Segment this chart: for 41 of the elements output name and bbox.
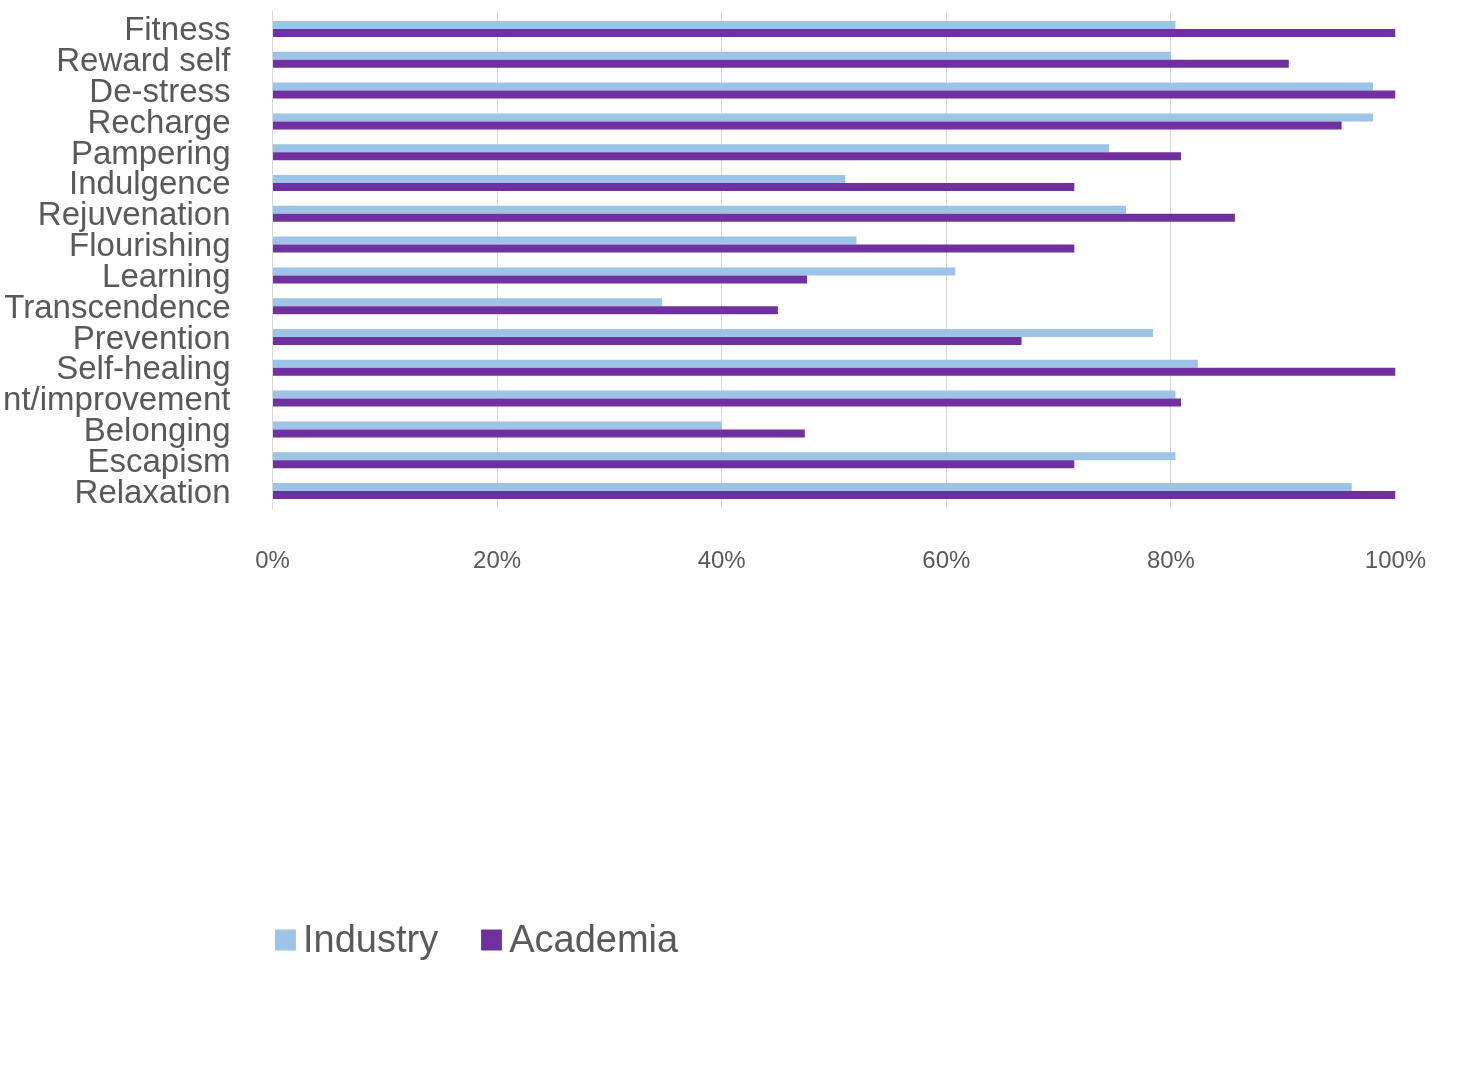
bar <box>272 113 1374 122</box>
x-tick-label: 100% <box>1364 545 1427 573</box>
bar <box>272 452 1176 461</box>
bar <box>272 205 1126 214</box>
bar <box>272 182 1075 191</box>
bar <box>272 337 1022 346</box>
bar <box>272 390 1176 399</box>
bar <box>272 51 1171 60</box>
bar <box>272 298 663 307</box>
bar <box>272 152 1182 161</box>
bar <box>272 244 1075 253</box>
bar <box>272 28 1396 37</box>
bar <box>272 275 808 284</box>
x-tick-label: 40% <box>697 545 746 573</box>
bar <box>272 213 1235 222</box>
bar <box>272 267 956 276</box>
bar <box>272 491 1396 500</box>
x-tick-label: 0% <box>255 545 290 573</box>
legend-label: Industry <box>303 917 439 961</box>
bar <box>272 398 1182 407</box>
bar <box>272 59 1289 68</box>
bar <box>272 306 778 315</box>
bar <box>272 460 1075 469</box>
x-tick-label: 20% <box>473 545 522 573</box>
bar <box>272 483 1352 492</box>
bar <box>272 144 1110 153</box>
bar <box>272 121 1342 130</box>
bar <box>272 20 1176 29</box>
bar <box>272 429 805 438</box>
bar <box>272 421 722 430</box>
bar <box>272 359 1198 368</box>
bar <box>272 82 1374 91</box>
x-tick-label: 60% <box>922 545 971 573</box>
x-tick-label: 80% <box>1146 545 1195 573</box>
y-tick-label: Prevention <box>72 318 231 356</box>
bar <box>272 90 1396 99</box>
bar <box>272 236 857 245</box>
legend-label: Academia <box>509 917 679 961</box>
bar <box>272 329 1153 338</box>
bar <box>272 367 1396 376</box>
bar <box>272 174 846 183</box>
